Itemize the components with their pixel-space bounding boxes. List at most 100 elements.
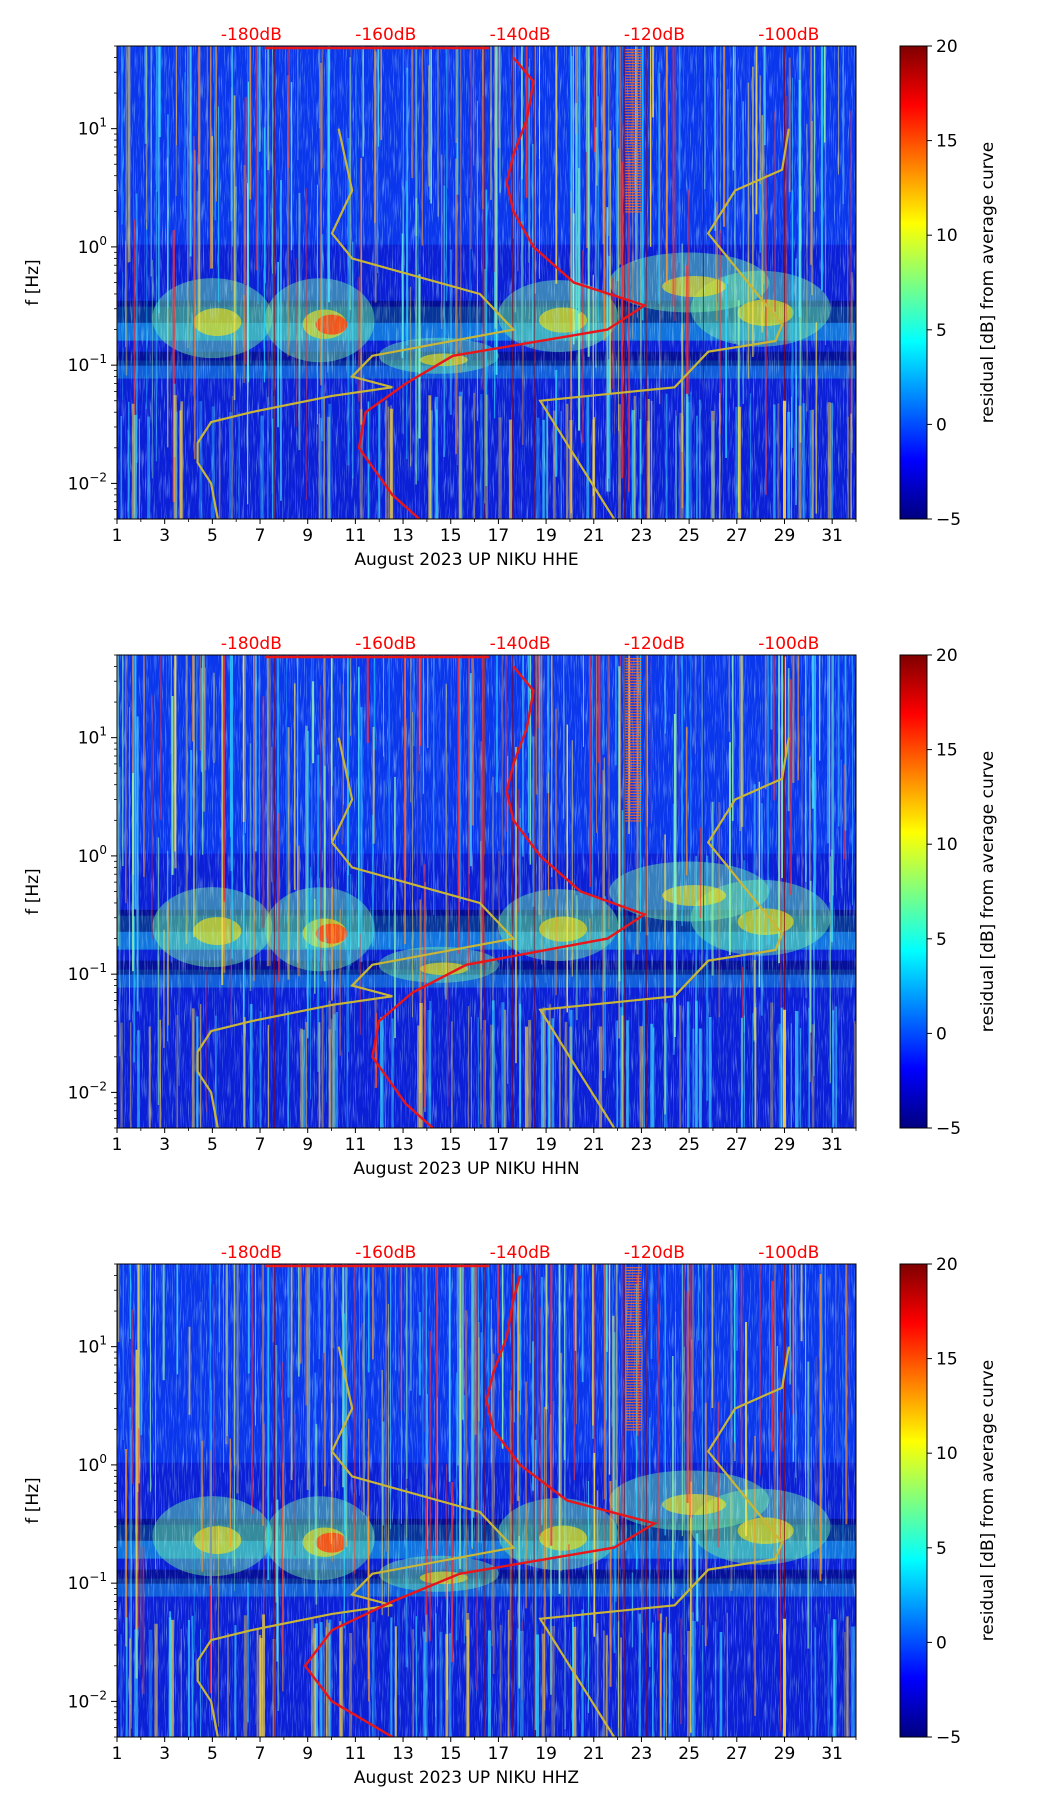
x-tick-label: 25: [678, 1135, 700, 1155]
x-tick-label: 7: [255, 1744, 266, 1764]
db-scale-label: -160dB: [355, 634, 416, 654]
x-tick-label: 11: [345, 1744, 367, 1764]
x-tick-label: 17: [488, 526, 510, 546]
colorbar-tick-label: 0: [936, 1633, 947, 1653]
y-axis-label: f [Hz]: [23, 259, 43, 305]
y-tick-label: 100: [78, 234, 107, 258]
x-tick-label: 5: [207, 1135, 218, 1155]
x-tick-label: 21: [583, 1744, 605, 1764]
colorbar-tick-label: 10: [936, 1444, 958, 1464]
colorbar-tick-label: −5: [936, 510, 961, 530]
x-tick-label: 15: [440, 1135, 462, 1155]
db-scale-label: -120dB: [624, 25, 685, 45]
x-tick-label: 9: [302, 1135, 313, 1155]
x-tick-label: 19: [535, 1135, 557, 1155]
x-tick-label: 1: [112, 526, 123, 546]
y-tick-label: 101: [78, 725, 107, 749]
db-scale-label: -140dB: [490, 1243, 551, 1263]
y-tick-label: 101: [78, 1334, 107, 1358]
y-tick-label: 10−2: [68, 1688, 107, 1712]
y-tick-label: 10−2: [68, 1079, 107, 1103]
y-tick-label: 100: [78, 843, 107, 867]
high-noise-model-line: [538, 737, 790, 1128]
db-scale-label: -120dB: [624, 1243, 685, 1263]
colorbar: 20 15 10 5 0 −5 residual [dB] from average cur…: [899, 646, 998, 1139]
colorbar-tick-label: 5: [936, 930, 947, 950]
low-noise-model-line: [196, 737, 516, 1128]
x-tick-label: 15: [440, 526, 462, 546]
x-tick-label: 3: [159, 1744, 170, 1764]
x-tick-label: 5: [207, 526, 218, 546]
x-tick-label: 19: [535, 526, 557, 546]
x-tick-label: 27: [726, 1744, 748, 1764]
db-scale-label: -100dB: [758, 634, 819, 654]
y-axis-label: f [Hz]: [23, 1477, 43, 1523]
x-tick-label: 23: [631, 1744, 653, 1764]
colorbar-tick-label: 15: [936, 1350, 958, 1370]
high-noise-model-line: [538, 128, 790, 519]
x-tick-label: 11: [345, 1135, 367, 1155]
db-scale-label: -180dB: [221, 1243, 282, 1263]
x-tick-label: 27: [726, 1135, 748, 1155]
high-noise-model-line: [538, 1346, 790, 1737]
colorbar-label: residual [dB] from average curve: [978, 1360, 998, 1641]
colorbar-tick-label: 20: [936, 1255, 958, 1275]
x-tick-label: 3: [159, 526, 170, 546]
x-tick-label: 9: [302, 1744, 313, 1764]
colorbar-tick-label: 15: [936, 741, 958, 761]
db-scale-label: -140dB: [490, 634, 551, 654]
y-tick-label: 100: [78, 1452, 107, 1476]
x-tick-label: 25: [678, 1744, 700, 1764]
x-tick-label: 9: [302, 526, 313, 546]
x-tick-label: 17: [488, 1135, 510, 1155]
x-tick-label: 25: [678, 526, 700, 546]
x-tick-label: 13: [392, 1744, 414, 1764]
colorbar-tick-label: 0: [936, 415, 947, 435]
colorbar: 20 15 10 5 0 −5 residual [dB] from average cur…: [899, 1255, 998, 1748]
x-tick-label: 5: [207, 1744, 218, 1764]
db-scale-label: -120dB: [624, 634, 685, 654]
low-noise-model-line: [196, 1346, 516, 1737]
x-tick-label: 11: [345, 526, 367, 546]
x-tick-label: 3: [159, 1135, 170, 1155]
colorbar-tick-label: −5: [936, 1119, 961, 1139]
x-tick-label: 7: [255, 1135, 266, 1155]
average-psd-line: [303, 1275, 658, 1737]
colorbar-tick-label: −5: [936, 1728, 961, 1748]
db-scale-label: -100dB: [758, 25, 819, 45]
spectrogram-image: [117, 1264, 856, 1737]
colorbar: 20 15 10 5 0 −5 residual [dB] from average cur…: [899, 37, 998, 530]
x-tick-label: 1: [112, 1135, 123, 1155]
low-noise-model-line: [196, 128, 516, 519]
colorbar-tick-label: 10: [936, 835, 958, 855]
db-scale-label: -160dB: [355, 25, 416, 45]
x-axis-label: August 2023 UP NIKU HHZ: [354, 1768, 579, 1788]
x-tick-label: 13: [392, 526, 414, 546]
x-tick-label: 29: [774, 1744, 796, 1764]
x-tick-label: 23: [631, 1135, 653, 1155]
colorbar-tick-label: 5: [936, 321, 947, 341]
average-psd-line: [357, 56, 648, 519]
x-tick-label: 31: [821, 1744, 843, 1764]
x-tick-label: 31: [821, 1135, 843, 1155]
colorbar-tick-label: 0: [936, 1024, 947, 1044]
colorbar-label: residual [dB] from average curve: [978, 751, 998, 1032]
x-tick-label: 1: [112, 1744, 123, 1764]
db-scale-label: -180dB: [221, 634, 282, 654]
db-scale-label: -180dB: [221, 25, 282, 45]
x-tick-label: 15: [440, 1744, 462, 1764]
x-axis-label: August 2023 UP NIKU HHN: [353, 1159, 579, 1179]
y-axis-label: f [Hz]: [23, 868, 43, 914]
x-tick-label: 21: [583, 526, 605, 546]
y-tick-label: 101: [78, 116, 107, 140]
x-tick-label: 23: [631, 526, 653, 546]
x-tick-label: 7: [255, 526, 266, 546]
x-tick-label: 29: [774, 526, 796, 546]
y-tick-label: 10−2: [68, 470, 107, 494]
spectrogram-image: [117, 46, 856, 519]
db-scale-label: -140dB: [490, 25, 551, 45]
y-tick-label: 10−1: [68, 961, 107, 985]
